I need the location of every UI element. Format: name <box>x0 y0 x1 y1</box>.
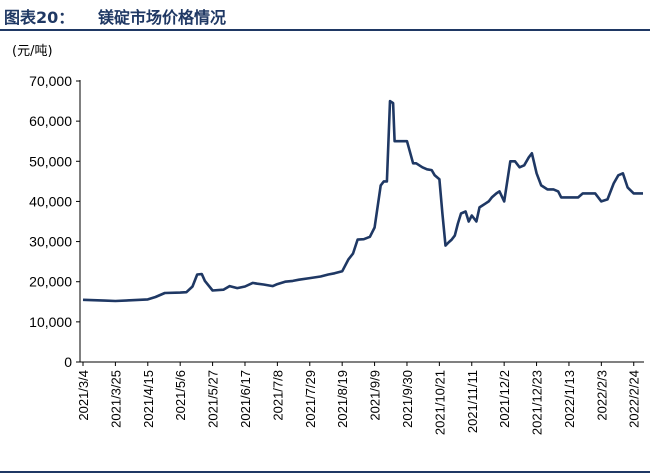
x-tick-label: 2021/5/6 <box>173 370 188 421</box>
x-tick-label: 2021/10/21 <box>432 370 447 435</box>
x-tick-label: 2021/7/8 <box>270 370 285 421</box>
figure-label: 图表20： <box>4 8 75 27</box>
x-tick-label: 2021/7/29 <box>303 370 318 428</box>
y-tick-label: 30,000 <box>29 234 72 250</box>
y-tick-label: 40,000 <box>29 193 72 209</box>
x-tick-label: 2021/4/15 <box>141 370 156 428</box>
y-tick-labels: 0 10,000 20,000 30,000 40,000 50,000 60,000 70,… <box>29 73 72 370</box>
x-tick-label: 2021/9/9 <box>368 370 383 421</box>
axes <box>76 80 644 366</box>
price-series-line <box>82 99 643 303</box>
x-tick-labels: 2021/3/4 2021/3/25 2021/4/15 2021/5/6 2021/5… <box>76 370 642 435</box>
x-tick-label: 2021/5/27 <box>206 370 221 428</box>
x-tick-label: 2021/3/4 <box>76 370 91 421</box>
y-tick-label: 10,000 <box>29 314 72 330</box>
x-tick-label: 2021/6/17 <box>238 370 253 428</box>
figure-title: 镁碇市场价格情况 <box>98 8 227 27</box>
y-tick-label: 70,000 <box>29 73 72 89</box>
x-tick-label: 2022/2/24 <box>627 370 642 428</box>
x-tick-label: 2021/12/23 <box>530 370 545 435</box>
x-tick-label: 2021/3/25 <box>108 370 123 428</box>
plot-area <box>82 99 644 303</box>
y-tick-label: 20,000 <box>29 274 72 290</box>
y-unit-label: (元/吨) <box>12 44 53 59</box>
x-tick-label: 2021/11/11 <box>465 370 480 433</box>
title-rule <box>0 29 650 31</box>
y-tick-label: 50,000 <box>29 153 72 169</box>
x-tick-label: 2022/1/13 <box>562 370 577 428</box>
x-tick-label: 2022/2/3 <box>594 370 609 421</box>
x-tick-label: 2021/9/30 <box>400 370 415 428</box>
y-tick-label: 60,000 <box>29 113 72 129</box>
bottom-rule <box>0 471 650 473</box>
x-tick-label: 2021/12/2 <box>497 370 512 428</box>
x-tick-label: 2021/8/19 <box>335 370 350 428</box>
y-tick-label: 0 <box>64 354 72 370</box>
figure-header: 图表20： 镁碇市场价格情况 <box>0 0 650 30</box>
